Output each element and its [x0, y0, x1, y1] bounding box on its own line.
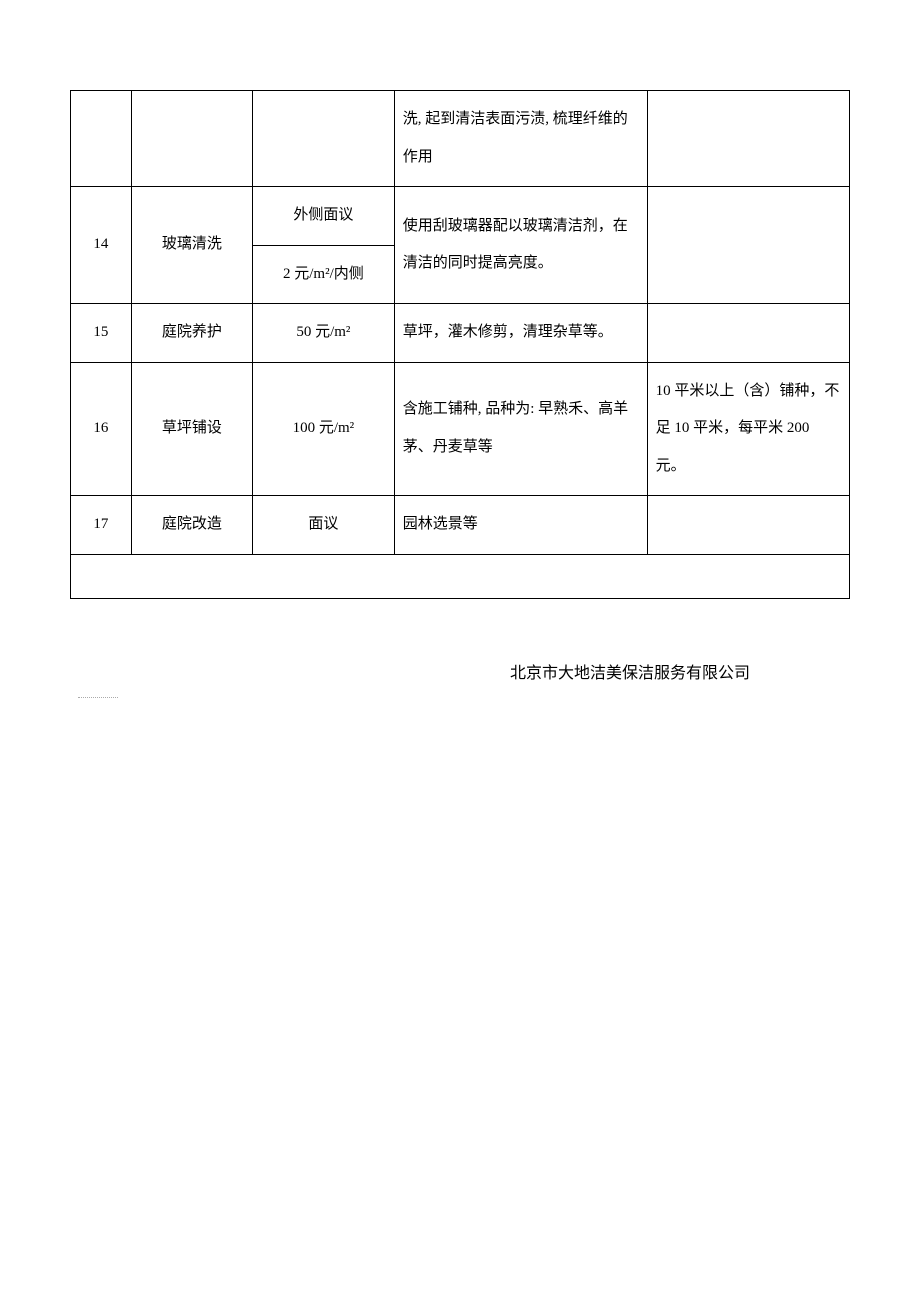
cell-name: 玻璃清洗 — [131, 187, 252, 304]
cell-price: 50 元/m² — [253, 304, 395, 363]
cell-desc: 洗, 起到清洁表面污渍, 梳理纤维的作用 — [394, 91, 647, 187]
table-row: 15 庭院养护 50 元/m² 草坪，灌木修剪，清理杂草等。 — [71, 304, 850, 363]
table-row: 14 玻璃清洗 外侧面议 使用刮玻璃器配以玻璃清洁剂，在清洁的同时提高亮度。 — [71, 187, 850, 246]
cell-note — [647, 304, 849, 363]
cell-num: 15 — [71, 304, 132, 363]
company-footer: 北京市大地洁美保洁服务有限公司 — [70, 659, 850, 683]
cell-note — [647, 187, 849, 304]
cell-note: 10 平米以上（含）铺种，不足 10 平米，每平米 200 元。 — [647, 362, 849, 496]
cell-price-bottom: 2 元/m²/内侧 — [253, 245, 395, 304]
cell-desc: 含施工铺种, 品种为: 早熟禾、高羊茅、丹麦草等 — [394, 362, 647, 496]
cell-num: 17 — [71, 496, 132, 555]
cell-price: 100 元/m² — [253, 362, 395, 496]
cell-name: 草坪铺设 — [131, 362, 252, 496]
cell-name: 庭院改造 — [131, 496, 252, 555]
table-row: 16 草坪铺设 100 元/m² 含施工铺种, 品种为: 早熟禾、高羊茅、丹麦草… — [71, 362, 850, 496]
cell-num: 14 — [71, 187, 132, 304]
cell-price: 面议 — [253, 496, 395, 555]
dotted-line — [78, 697, 118, 698]
cell-num: 16 — [71, 362, 132, 496]
cell-name: 庭院养护 — [131, 304, 252, 363]
cell-note — [647, 91, 849, 187]
cell-num — [71, 91, 132, 187]
cell-desc: 使用刮玻璃器配以玻璃清洁剂，在清洁的同时提高亮度。 — [394, 187, 647, 304]
cell-desc: 园林选景等 — [394, 496, 647, 555]
pricing-table: 洗, 起到清洁表面污渍, 梳理纤维的作用 14 玻璃清洗 外侧面议 使用刮玻璃器… — [70, 90, 850, 599]
cell-note — [647, 496, 849, 555]
table-row: 17 庭院改造 面议 园林选景等 — [71, 496, 850, 555]
cell-empty — [71, 554, 850, 598]
cell-price — [253, 91, 395, 187]
table-row: 洗, 起到清洁表面污渍, 梳理纤维的作用 — [71, 91, 850, 187]
table-row-empty — [71, 554, 850, 598]
cell-name — [131, 91, 252, 187]
cell-price-top: 外侧面议 — [253, 187, 395, 246]
cell-desc: 草坪，灌木修剪，清理杂草等。 — [394, 304, 647, 363]
